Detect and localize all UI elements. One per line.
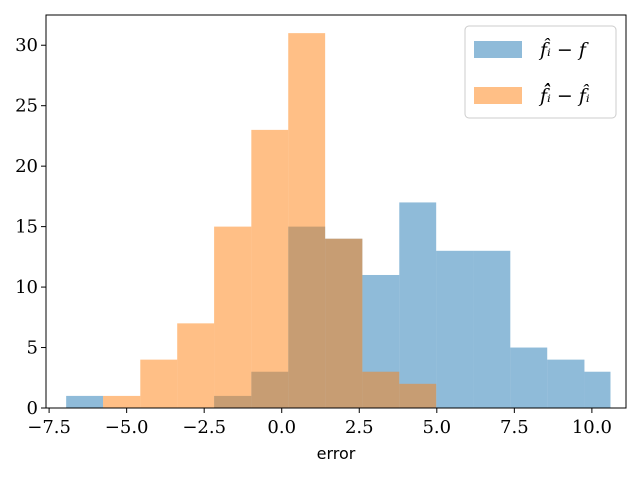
histogram-bar xyxy=(362,371,400,408)
series-orange-bars xyxy=(103,33,437,409)
x-tick-label: −2.5 xyxy=(182,417,226,438)
y-tick-label: 5 xyxy=(27,338,38,359)
y-axis-ticks: 0 5 10 15 20 25 30 xyxy=(15,35,46,419)
histogram-bar xyxy=(510,347,548,408)
y-tick-label: 10 xyxy=(15,277,38,298)
y-tick-label: 15 xyxy=(15,217,38,238)
legend-label-orange: f̂̂ᵢ − f̂ᵢ xyxy=(538,82,590,107)
histogram-bar xyxy=(584,371,611,408)
histogram-bar xyxy=(103,395,141,408)
x-tick-label: 0.0 xyxy=(267,417,296,438)
legend-swatch-orange xyxy=(474,87,522,104)
histogram-bar xyxy=(399,383,437,408)
x-tick-label: 7.5 xyxy=(500,417,529,438)
histogram-bar xyxy=(251,129,289,408)
y-tick-label: 30 xyxy=(15,35,38,56)
histogram-bar xyxy=(436,250,474,408)
legend: f̂ᵢ − f f̂̂ᵢ − f̂ᵢ xyxy=(464,25,617,119)
histogram-bar xyxy=(66,395,104,408)
legend-swatch-blue xyxy=(474,41,522,58)
histogram-bar xyxy=(473,250,511,408)
y-tick-label: 20 xyxy=(15,156,38,177)
x-tick-label: −7.5 xyxy=(27,417,71,438)
x-tick-label: 5.0 xyxy=(422,417,451,438)
y-tick-label: 25 xyxy=(15,96,38,117)
histogram-bar xyxy=(288,33,326,409)
histogram-bar xyxy=(399,202,437,408)
x-axis-ticks: −7.5 −5.0 −2.5 0.0 2.5 5.0 7.5 10.0 xyxy=(27,408,612,438)
histogram-bar xyxy=(547,359,585,408)
histogram-bar xyxy=(214,226,252,408)
histogram-bar xyxy=(140,359,178,408)
x-axis-label: error xyxy=(317,444,356,463)
x-tick-label: −5.0 xyxy=(105,417,149,438)
plot-frame xyxy=(45,14,627,409)
histogram-bar xyxy=(325,238,363,408)
x-tick-label: 10.0 xyxy=(572,417,612,438)
x-tick-label: 2.5 xyxy=(345,417,374,438)
y-tick-label: 0 xyxy=(27,398,38,419)
legend-label-blue: f̂ᵢ − f xyxy=(538,38,589,61)
histogram-bar xyxy=(177,323,215,408)
